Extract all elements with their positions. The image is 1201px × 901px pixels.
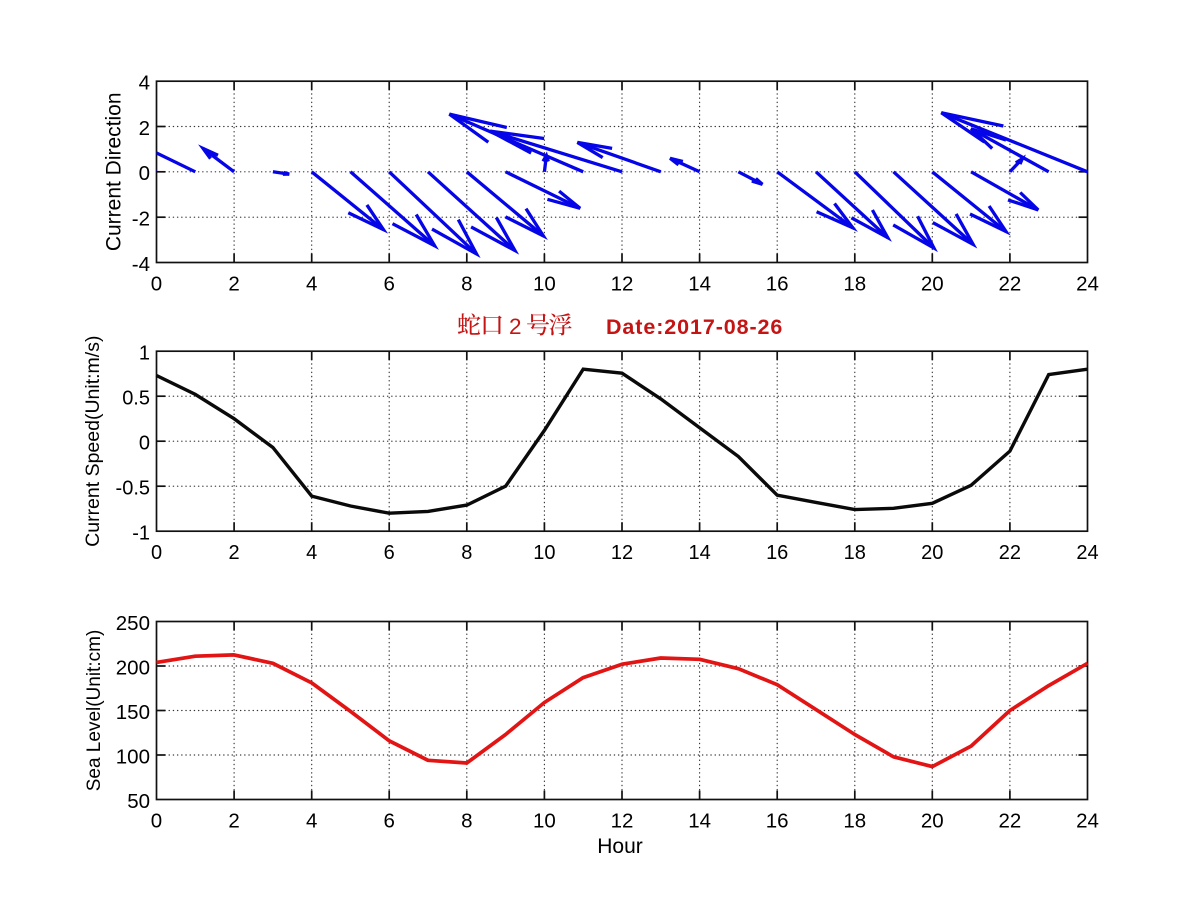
svg-text:Current Speed(Unit:m/s): Current Speed(Unit:m/s) [82,336,104,547]
svg-text:0: 0 [151,810,162,833]
svg-text:16: 16 [766,810,789,833]
svg-text:250: 250 [116,612,150,635]
svg-text:Current Direction: Current Direction [103,92,126,251]
svg-text:10: 10 [533,273,556,296]
svg-text:18: 18 [843,810,866,833]
svg-text:12: 12 [611,273,634,296]
svg-text:2: 2 [228,810,239,833]
svg-text:8: 8 [461,810,472,833]
svg-text:200: 200 [116,656,150,679]
svg-text:22: 22 [999,542,1021,564]
svg-text:16: 16 [766,273,789,296]
svg-text:Sea Level(Unit:cm): Sea Level(Unit:cm) [84,630,105,792]
svg-text:18: 18 [844,542,866,564]
svg-text:24: 24 [1076,273,1099,296]
svg-text:14: 14 [688,810,711,833]
svg-text:20: 20 [921,273,944,296]
svg-text:18: 18 [843,273,866,296]
svg-text:6: 6 [383,273,394,296]
svg-text:4: 4 [306,273,317,296]
svg-text:0: 0 [151,273,162,296]
svg-text:10: 10 [533,542,555,564]
svg-text:50: 50 [127,790,150,813]
svg-text:-2: -2 [132,208,150,231]
svg-text:12: 12 [611,542,633,564]
svg-text:0.5: 0.5 [122,388,150,410]
svg-text:0: 0 [139,162,150,185]
svg-text:Date:2017-08-26: Date:2017-08-26 [606,315,783,339]
svg-text:100: 100 [116,745,150,768]
svg-text:0: 0 [151,542,162,564]
svg-text:6: 6 [383,810,394,833]
svg-text:14: 14 [688,542,710,564]
svg-text:1: 1 [139,343,150,365]
svg-text:24: 24 [1076,810,1099,833]
svg-text:150: 150 [116,701,150,724]
svg-text:0: 0 [139,433,150,455]
svg-text:20: 20 [921,542,943,564]
svg-text:-1: -1 [132,523,150,545]
svg-text:8: 8 [461,542,472,564]
svg-text:22: 22 [998,273,1021,296]
svg-text:4: 4 [306,810,317,833]
svg-text:4: 4 [139,72,150,95]
svg-text:16: 16 [766,542,788,564]
svg-text:14: 14 [688,273,711,296]
svg-text:-4: -4 [132,253,150,276]
svg-text:Hour: Hour [597,835,643,858]
svg-text:12: 12 [611,810,634,833]
svg-text:20: 20 [921,810,944,833]
svg-text:6: 6 [384,542,395,564]
svg-text:10: 10 [533,810,556,833]
svg-text:2: 2 [139,117,150,140]
svg-text:-0.5: -0.5 [116,478,150,500]
svg-text:22: 22 [998,810,1021,833]
svg-text:2: 2 [228,273,239,296]
svg-text:2: 2 [229,542,240,564]
svg-text:2: 2 [509,314,522,339]
svg-text:4: 4 [306,542,317,564]
svg-text:24: 24 [1076,542,1098,564]
svg-text:8: 8 [461,273,472,296]
